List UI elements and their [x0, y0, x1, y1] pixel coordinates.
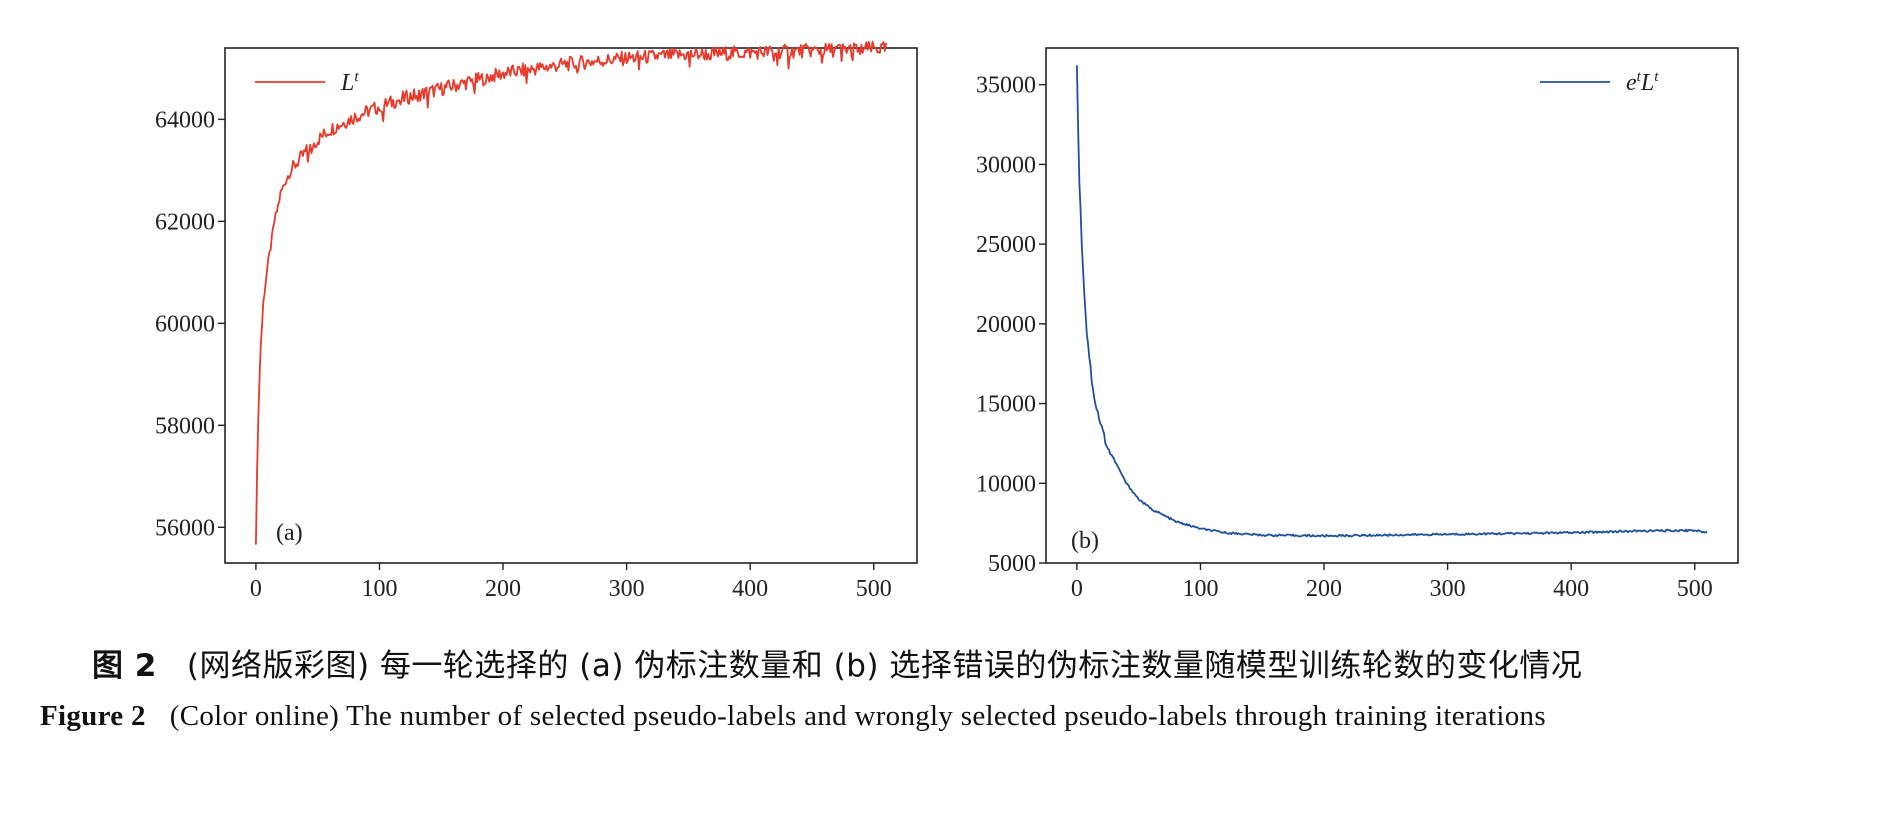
y-tick-label: 15000: [976, 392, 1036, 418]
y-tick-label: 30000: [976, 152, 1036, 178]
legend-label: Lt: [340, 69, 359, 96]
caption-cn-text: (网络版彩图) 每一轮选择的 (a) 伪标注数量和 (b) 选择错误的伪标注数量…: [186, 648, 1583, 684]
series-line: [1076, 65, 1708, 538]
y-tick-label: 58000: [155, 413, 215, 439]
x-tick-label: 100: [361, 576, 397, 602]
panel-b-chart: 0 100 200 300 400 500 5000 10000 15000 20000 25000…: [976, 47, 1739, 602]
y-tick-label: 62000: [155, 209, 215, 235]
panel-a-chart: 0 100 200 300 400 500 56000 58000 60000 62000 6400…: [155, 40, 918, 602]
legend-label: etLt: [1626, 69, 1659, 96]
x-tick-label: 200: [1306, 576, 1342, 602]
y-tick-label: 60000: [155, 311, 215, 337]
caption-en-text: (Color online) The number of selected ps…: [169, 700, 1546, 732]
x-tick-label: 0: [250, 576, 262, 602]
panel-label: (b): [1071, 528, 1099, 554]
x-tick-label: 300: [609, 576, 645, 602]
y-tick-label: 10000: [976, 471, 1036, 497]
x-tick-label: 200: [485, 576, 521, 602]
caption-en-figure-number: Figure 2: [40, 700, 146, 732]
x-tick-label: 500: [856, 576, 892, 602]
caption-chinese: 图 2 (网络版彩图) 每一轮选择的 (a) 伪标注数量和 (b) 选择错误的伪标…: [40, 640, 1850, 685]
x-tick-label: 300: [1430, 576, 1466, 602]
y-tick-label: 35000: [976, 73, 1036, 99]
caption-cn-figure-number: 图 2: [92, 648, 157, 684]
x-tick-label: 100: [1182, 576, 1218, 602]
series-line: [255, 40, 887, 545]
panel-label: (a): [276, 520, 303, 546]
x-tick-label: 400: [732, 576, 768, 602]
caption-english: Figure 2 (Color online) The number of sel…: [40, 696, 1850, 736]
x-tick-label: 0: [1071, 576, 1083, 602]
x-tick-label: 500: [1677, 576, 1713, 602]
x-tick-label: 400: [1553, 576, 1589, 602]
y-tick-label: 56000: [155, 515, 215, 541]
plot-frame: [1045, 47, 1739, 564]
figure: 0 100 200 300 400 500 56000 58000 60000 62000 6400…: [155, 40, 1739, 602]
y-tick-label: 64000: [155, 107, 215, 133]
plot-frame: [224, 47, 918, 564]
y-tick-label: 20000: [976, 312, 1036, 338]
y-tick-label: 5000: [988, 551, 1036, 577]
y-tick-label: 25000: [976, 232, 1036, 258]
